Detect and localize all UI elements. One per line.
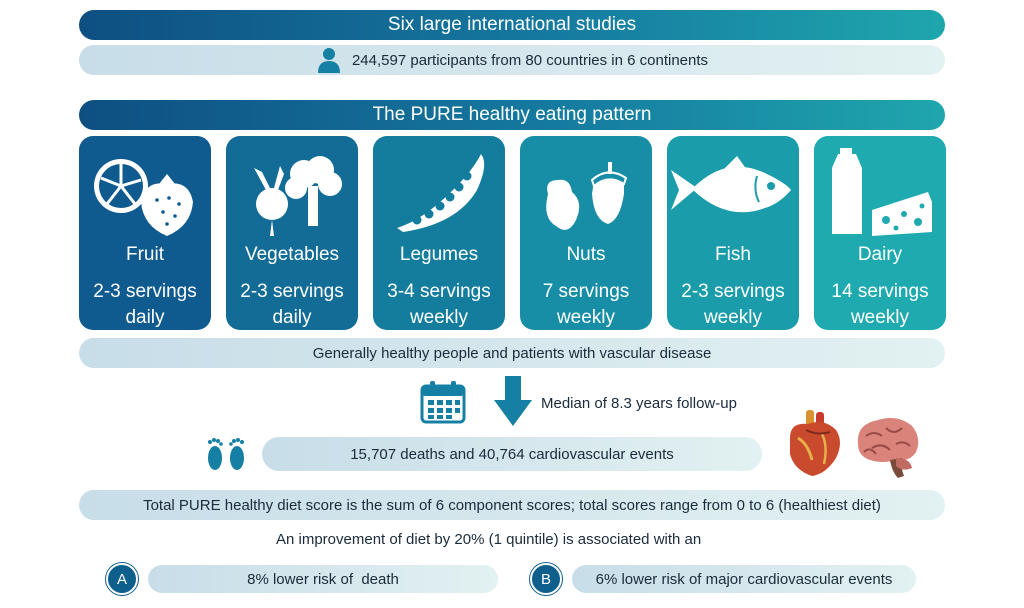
events-bar: 15,707 deaths and 40,764 cardiovascular … bbox=[262, 437, 762, 471]
score-bar: Total PURE healthy diet score is the sum… bbox=[79, 490, 945, 520]
food-frequency: weekly bbox=[556, 307, 616, 328]
food-card-dairy: Dairy 14 servings weekly bbox=[814, 136, 946, 330]
food-name: Dairy bbox=[857, 244, 903, 265]
food-servings: 2-3 servings bbox=[681, 281, 785, 302]
vegetables-icon bbox=[254, 156, 342, 236]
score-text: Total PURE healthy diet score is the sum… bbox=[143, 496, 881, 514]
food-frequency: daily bbox=[272, 307, 312, 328]
footprints-icon bbox=[208, 438, 244, 470]
events-text: 15,707 deaths and 40,764 cardiovascular … bbox=[350, 445, 674, 463]
fish-icon bbox=[671, 156, 791, 213]
population-text: Generally healthy people and patients wi… bbox=[312, 344, 712, 362]
food-servings: 2-3 servings bbox=[93, 281, 197, 302]
food-name: Fish bbox=[715, 244, 751, 265]
studies-title-bar: Six large international studies bbox=[79, 10, 945, 40]
studies-title: Six large international studies bbox=[387, 14, 637, 35]
fruit-icon bbox=[94, 159, 193, 236]
food-card-fish: Fish 2-3 servings weekly bbox=[667, 136, 799, 330]
outcome-b-text: 6% lower risk of major cardiovascular ev… bbox=[595, 570, 893, 588]
outcome-a-badge: A bbox=[106, 563, 138, 595]
dairy-icon bbox=[832, 148, 932, 236]
population-bar: Generally healthy people and patients wi… bbox=[79, 338, 945, 368]
person-icon bbox=[317, 48, 340, 73]
food-name: Nuts bbox=[566, 244, 606, 265]
pattern-title: The PURE healthy eating pattern bbox=[372, 104, 652, 125]
brain-icon bbox=[857, 418, 919, 478]
outcome-a-label: A bbox=[116, 570, 127, 588]
food-frequency: weekly bbox=[703, 307, 763, 328]
food-name: Fruit bbox=[126, 244, 164, 265]
food-servings: 7 servings bbox=[542, 281, 630, 302]
participants-text: 244,597 participants from 80 countries i… bbox=[351, 51, 709, 69]
outcome-a-bar: 8% lower risk of death bbox=[148, 565, 498, 593]
outcome-a-text: 8% lower risk of death bbox=[247, 570, 399, 588]
heart-icon bbox=[790, 410, 840, 476]
outcome-b-badge: B bbox=[530, 563, 562, 595]
food-name: Vegetables bbox=[244, 244, 340, 265]
food-servings: 14 servings bbox=[831, 281, 929, 302]
improvement-text: An improvement of diet by 20% (1 quintil… bbox=[276, 531, 702, 548]
food-card-vegetables: Vegetables 2-3 servings daily bbox=[226, 136, 358, 330]
food-servings: 2-3 servings bbox=[240, 281, 344, 302]
food-name: Legumes bbox=[399, 244, 479, 265]
pattern-title-bar: The PURE healthy eating pattern bbox=[79, 100, 945, 130]
legumes-icon bbox=[397, 154, 485, 232]
outcome-b-label: B bbox=[540, 570, 551, 588]
calendar-icon bbox=[420, 381, 466, 424]
food-frequency: weekly bbox=[850, 307, 910, 328]
food-frequency: weekly bbox=[409, 307, 469, 328]
outcome-b-bar: 6% lower risk of major cardiovascular ev… bbox=[572, 565, 916, 593]
down-arrow-icon bbox=[494, 376, 532, 426]
food-servings: 3-4 servings bbox=[387, 281, 491, 302]
followup-text: Median of 8.3 years follow-up bbox=[541, 395, 737, 412]
participants-bar: 244,597 participants from 80 countries i… bbox=[79, 45, 945, 75]
food-card-legumes: Legumes 3-4 servings weekly bbox=[373, 136, 505, 330]
food-card-nuts: Nuts 7 servings weekly bbox=[520, 136, 652, 330]
nuts-icon bbox=[546, 162, 628, 230]
food-card-fruit: Fruit 2-3 servings daily bbox=[79, 136, 211, 330]
food-frequency: daily bbox=[125, 307, 165, 328]
